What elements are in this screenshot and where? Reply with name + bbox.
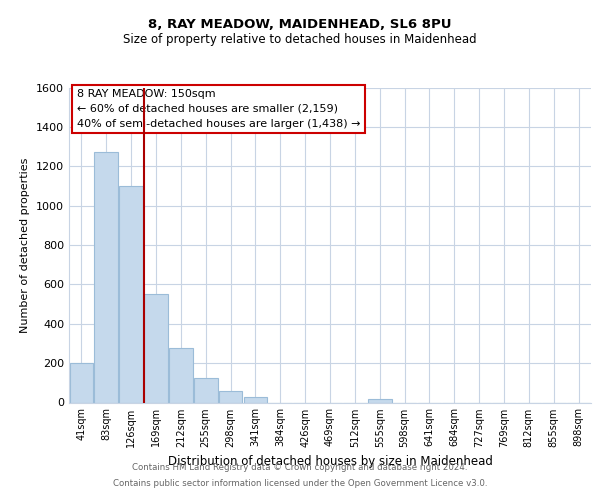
Text: 8, RAY MEADOW, MAIDENHEAD, SL6 8PU: 8, RAY MEADOW, MAIDENHEAD, SL6 8PU [148,18,452,30]
Bar [94,152,118,402]
Bar [169,348,193,403]
Bar [144,294,168,403]
Bar [70,363,93,403]
Text: 8 RAY MEADOW: 150sqm
← 60% of detached houses are smaller (2,159)
40% of semi-de: 8 RAY MEADOW: 150sqm ← 60% of detached h… [77,89,361,128]
Bar [119,186,143,402]
Text: Size of property relative to detached houses in Maidenhead: Size of property relative to detached ho… [123,32,477,46]
Bar [368,398,392,402]
Bar [244,397,267,402]
Y-axis label: Number of detached properties: Number of detached properties [20,158,31,332]
Text: Contains public sector information licensed under the Open Government Licence v3: Contains public sector information licen… [113,478,487,488]
X-axis label: Distribution of detached houses by size in Maidenhead: Distribution of detached houses by size … [167,455,493,468]
Bar [219,390,242,402]
Text: Contains HM Land Registry data © Crown copyright and database right 2024.: Contains HM Land Registry data © Crown c… [132,464,468,472]
Bar [194,378,218,402]
